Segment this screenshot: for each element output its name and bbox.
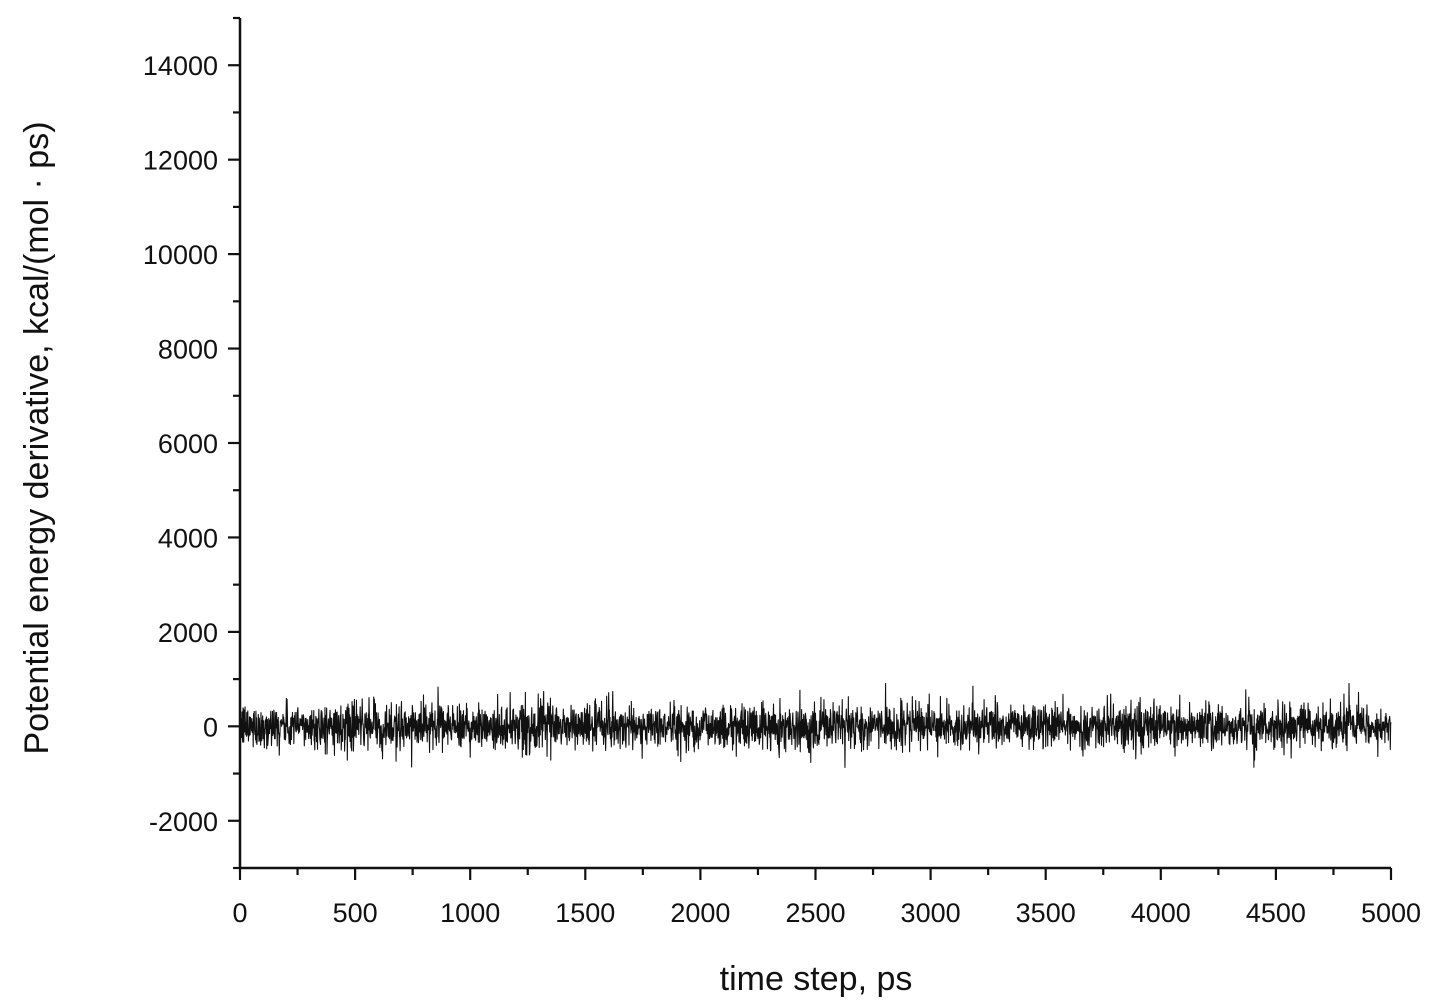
- x-tick-label: 500: [333, 898, 378, 928]
- y-tick-label: 10000: [143, 240, 218, 270]
- y-axis-title: Potential energy derivative, kcal/(mol ·…: [18, 121, 56, 754]
- x-axis-title: time step, ps: [720, 960, 913, 998]
- x-tick-label: 1000: [440, 898, 500, 928]
- x-tick-label: 3500: [1016, 898, 1076, 928]
- x-tick-label: 2500: [785, 898, 845, 928]
- y-tick-label: 2000: [158, 618, 218, 648]
- y-tick-label: 14000: [143, 51, 218, 81]
- x-tick-label: 4500: [1246, 898, 1306, 928]
- x-tick-label: 2000: [670, 898, 730, 928]
- x-tick-label: 4000: [1131, 898, 1191, 928]
- y-tick-label: 6000: [158, 429, 218, 459]
- y-tick-label: 8000: [158, 335, 218, 365]
- series-line: [239, 682, 1392, 769]
- y-tick-label: 4000: [158, 523, 218, 553]
- axes: [228, 16, 1393, 880]
- tick-labels: -2000 0 2000 4000 6000 8000 10000 12000 14000 0 50…: [143, 51, 1421, 928]
- x-tick-label: 1500: [555, 898, 615, 928]
- x-tick-label: 5000: [1361, 898, 1421, 928]
- x-tick-label: 0: [232, 898, 247, 928]
- y-tick-label: 0: [203, 712, 218, 742]
- y-tick-label: 12000: [143, 146, 218, 176]
- x-tick-label: 3000: [901, 898, 961, 928]
- series-layer: [239, 682, 1392, 769]
- y-tick-label: -2000: [149, 807, 218, 837]
